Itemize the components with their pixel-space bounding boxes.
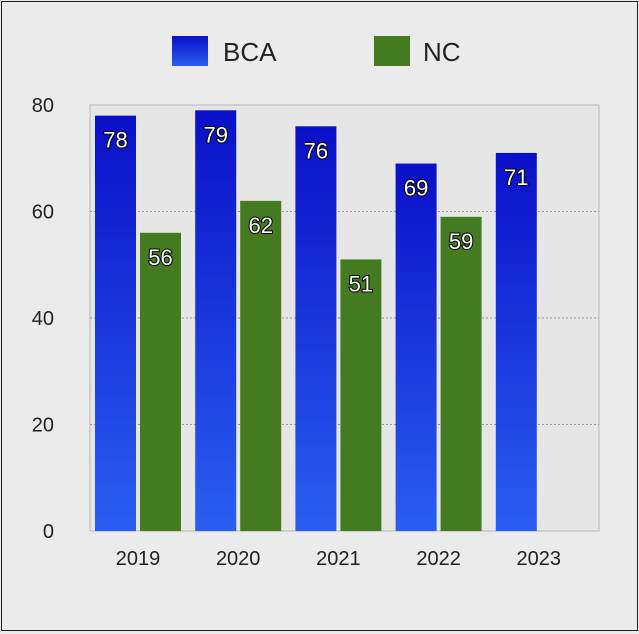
legend-swatch-nc [374,36,410,66]
y-tick-label: 0 [43,521,54,543]
data-label: 69 [404,176,428,201]
data-label: 71 [504,165,528,190]
y-tick-label: 60 [32,202,54,224]
data-label: 76 [304,138,328,163]
x-tick-label: 2023 [517,548,562,570]
y-tick-label: 20 [32,415,54,437]
y-tick-label: 80 [32,95,54,117]
bar-nc [140,232,181,532]
data-label: 78 [103,128,127,153]
legend: BCA NC [172,36,461,67]
bar-nc [440,216,482,531]
x-tick-label: 2020 [216,548,261,570]
bar-bca [95,115,136,532]
legend-label-bca: BCA [223,37,277,67]
y-tick-label: 40 [32,308,54,330]
data-label: 51 [349,271,373,296]
bar-bca [395,163,437,531]
x-tick-label: 2022 [416,548,461,570]
bar-nc [240,200,282,531]
legend-swatch-bca [172,36,208,66]
x-axis: 2019 2020 2021 2022 2023 [116,548,561,570]
x-tick-label: 2021 [316,548,361,570]
data-label: 62 [248,213,272,238]
data-label: 56 [148,245,172,270]
data-label: 79 [203,122,227,147]
data-label: 59 [449,229,473,254]
x-tick-label: 2019 [116,548,161,570]
bars: 78 56 79 62 76 51 69 59 71 [95,110,537,532]
bar-bca [195,110,237,531]
y-axis: 0 20 40 60 80 [32,95,54,543]
bar-nc [340,259,382,531]
legend-label-nc: NC [423,37,461,67]
bar-bca [495,152,537,532]
bar-bca [295,126,337,532]
